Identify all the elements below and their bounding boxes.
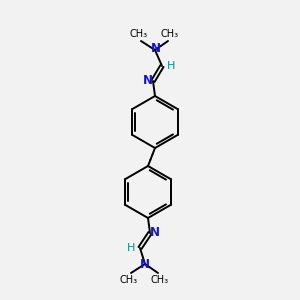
- Text: N: N: [150, 226, 160, 239]
- Text: H: H: [167, 61, 176, 71]
- Text: N: N: [151, 43, 161, 56]
- Text: CH₃: CH₃: [120, 275, 138, 285]
- Text: CH₃: CH₃: [151, 275, 169, 285]
- Text: N: N: [140, 259, 150, 272]
- Text: CH₃: CH₃: [161, 29, 179, 39]
- Text: CH₃: CH₃: [130, 29, 148, 39]
- Text: N: N: [143, 74, 153, 86]
- Text: H: H: [127, 243, 135, 253]
